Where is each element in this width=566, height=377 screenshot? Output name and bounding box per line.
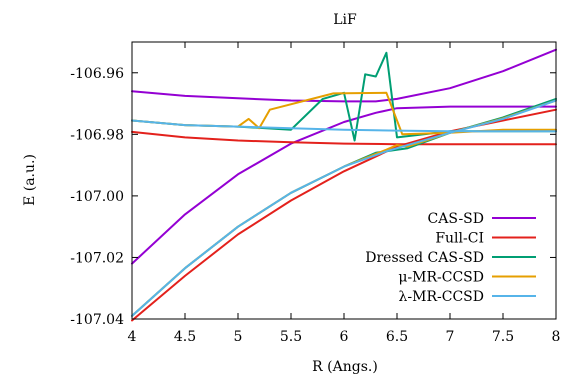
series-layer: [131, 48, 557, 322]
x-tick-label: 6.5: [386, 329, 408, 345]
y-tick-label: -106.96: [70, 66, 124, 82]
x-tick-label: 7.5: [492, 329, 514, 345]
chart-title: LiF: [333, 12, 357, 28]
legend-label: Dressed CAS-SD: [365, 250, 484, 266]
y-tick-label: -107.02: [70, 250, 124, 266]
x-tick-label: 4: [128, 329, 137, 345]
x-tick-label: 8: [552, 329, 561, 345]
x-axis-ticks: 4 4.5 5 5.5 6 6.5 7 7.5 8: [128, 42, 561, 345]
series-line-1-1: [131, 108, 557, 322]
series-line-3-1: [131, 99, 557, 317]
series-line-4-0: [131, 119, 557, 133]
y-axis-title: E (a.u.): [22, 154, 38, 206]
series-line-3-0: [131, 91, 557, 136]
legend-label: Full-CI: [435, 231, 484, 247]
series-line-4-1: [131, 99, 557, 317]
legend-label: CAS-SD: [428, 211, 484, 227]
legend: CAS-SD Full-CI Dressed CAS-SD μ-MR-CCSD λ-MR…: [365, 211, 536, 305]
series-line-0-1: [131, 105, 557, 265]
y-tick-label: -106.98: [70, 127, 124, 143]
y-tick-label: -107.00: [70, 189, 124, 205]
x-tick-label: 7: [446, 329, 455, 345]
x-tick-label: 6: [340, 329, 349, 345]
series-line-1-0: [131, 130, 557, 146]
legend-label: μ-MR-CCSD: [398, 270, 484, 286]
y-axis-ticks: -107.04 -107.02 -107.00 -106.98 -106.96: [70, 66, 556, 328]
x-tick-label: 5.5: [280, 329, 302, 345]
y-tick-label: -107.04: [70, 312, 124, 328]
legend-label: λ-MR-CCSD: [399, 289, 484, 305]
x-tick-label: 4.5: [174, 329, 196, 345]
x-tick-label: 5: [234, 329, 243, 345]
x-axis-title: R (Angs.): [312, 359, 378, 375]
